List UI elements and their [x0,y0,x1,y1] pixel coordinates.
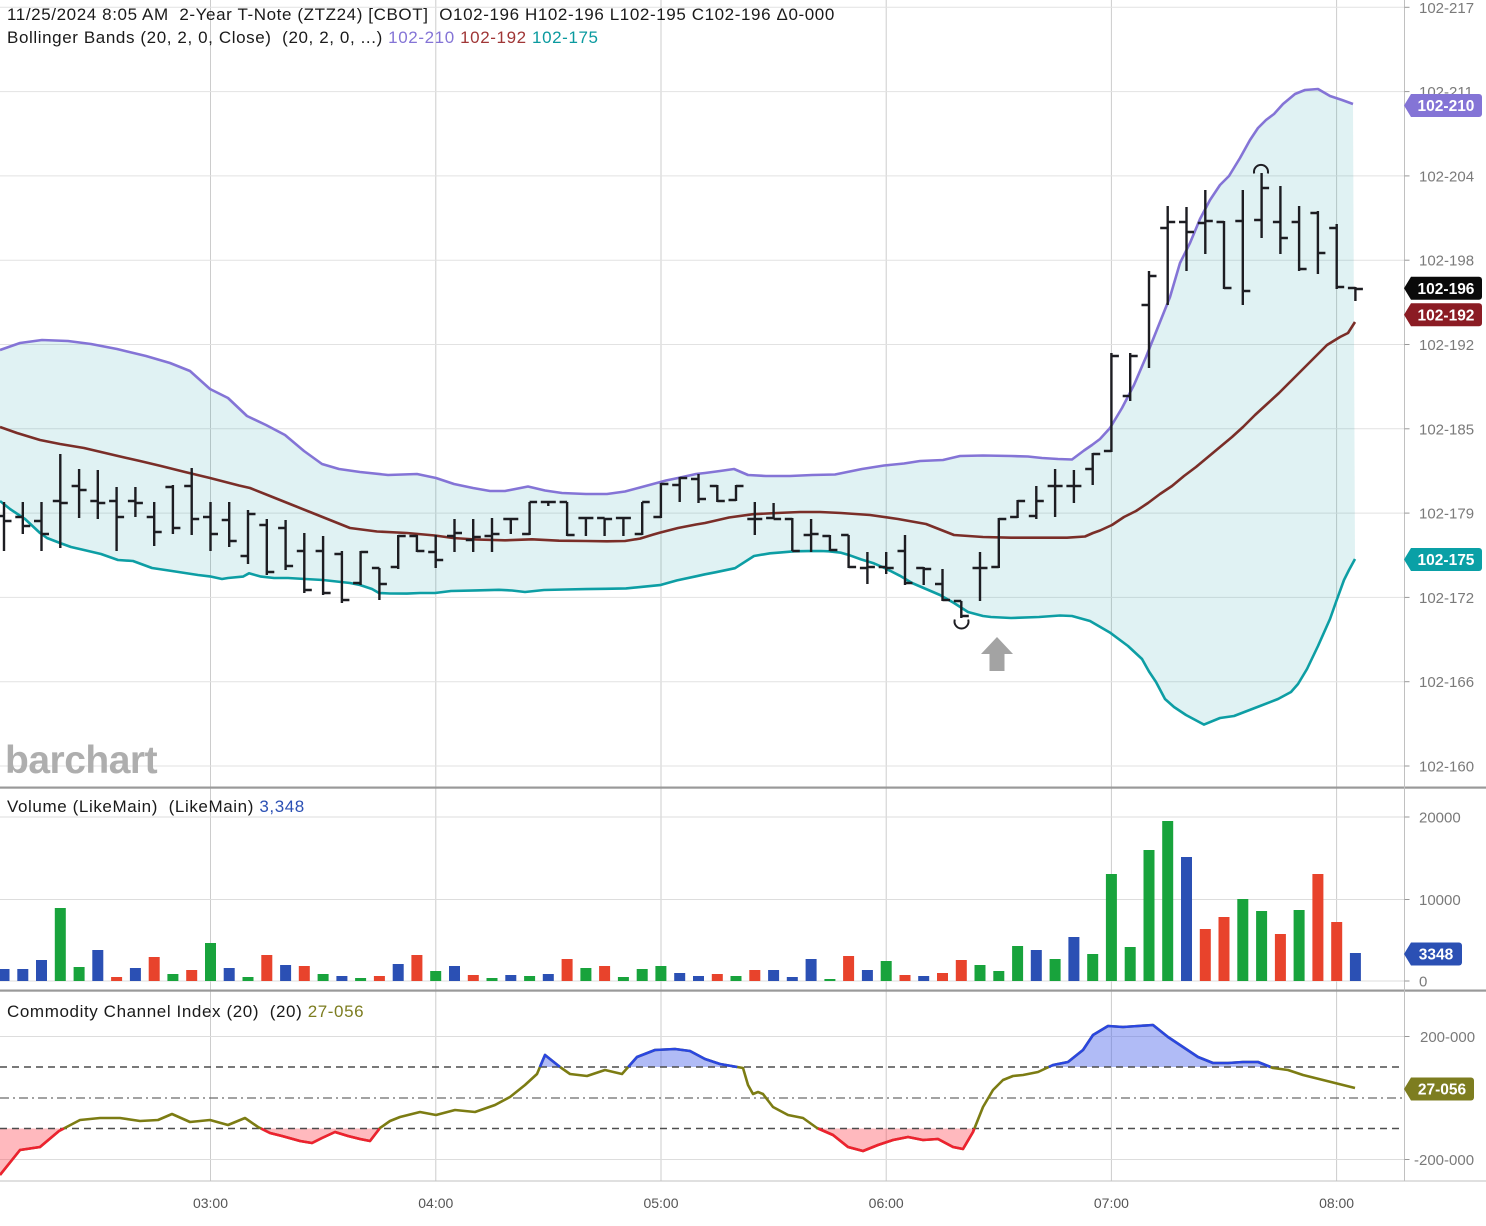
svg-text:11/25/2024 8:05 AM 2-Year T-N: 11/25/2024 8:05 AM 2-Year T-Note (ZTZ24)… [7,5,835,24]
svg-text:102-172: 102-172 [1419,590,1474,607]
svg-text:102-192: 102-192 [1419,337,1474,354]
svg-text:102-196: 102-196 [1418,281,1475,298]
svg-text:04:00: 04:00 [418,1195,453,1211]
svg-text:102-192: 102-192 [1418,307,1475,324]
svg-text:Commodity Channel Index (20): Commodity Channel Index (20) (20) 27-056 [7,1002,364,1021]
svg-text:3348: 3348 [1419,947,1454,964]
svg-text:102-185: 102-185 [1419,421,1474,438]
svg-text:10000: 10000 [1419,892,1461,909]
svg-text:0: 0 [1419,974,1427,991]
svg-text:03:00: 03:00 [193,1195,228,1211]
svg-text:-200-000: -200-000 [1414,1152,1474,1169]
svg-text:barchart: barchart [5,739,158,782]
svg-text:102-198: 102-198 [1419,253,1474,270]
svg-text:05:00: 05:00 [643,1195,678,1211]
svg-text:Volume (LikeMain) (LikeMain): Volume (LikeMain) (LikeMain) 3,348 [7,797,305,816]
svg-text:102-210: 102-210 [1418,98,1475,115]
svg-text:06:00: 06:00 [869,1195,904,1211]
svg-text:102-160: 102-160 [1419,759,1474,776]
svg-text:102-204: 102-204 [1419,168,1474,185]
svg-text:102-217: 102-217 [1419,0,1474,17]
svg-text:102-179: 102-179 [1419,506,1474,523]
svg-text:102-175: 102-175 [1418,552,1475,569]
svg-text:08:00: 08:00 [1319,1195,1354,1211]
svg-text:200-000: 200-000 [1420,1029,1475,1046]
svg-text:07:00: 07:00 [1094,1195,1129,1211]
svg-text:102-166: 102-166 [1419,674,1474,691]
svg-text:20000: 20000 [1419,810,1461,827]
svg-text:Bollinger Bands (20, 2, 0, Clo: Bollinger Bands (20, 2, 0, Close) (20, 2… [7,28,599,47]
svg-text:27-056: 27-056 [1418,1082,1467,1099]
